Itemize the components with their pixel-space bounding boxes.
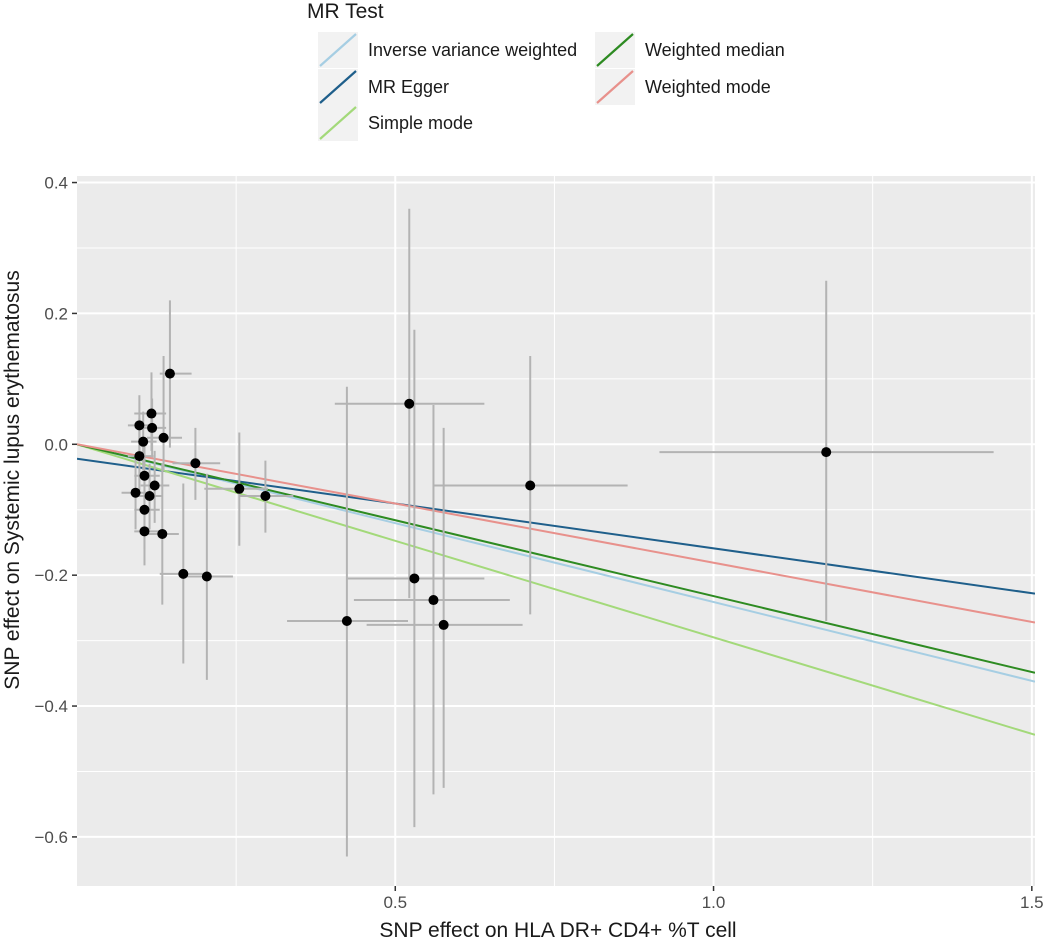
data-point [139,470,150,481]
x-tick-label: 1.0 [702,893,726,912]
data-point [201,571,212,582]
data-point [190,458,201,469]
data-point [147,422,158,433]
data-point [144,490,155,501]
legend-label: MR Egger [368,77,449,97]
legend: MR Test Inverse variance weighted MR Egge… [307,0,785,141]
y-axis-title: SNP effect on Systemic lupus erythematos… [1,270,24,689]
data-point [158,432,169,443]
data-point [341,615,352,626]
data-point [164,368,175,379]
data-point [409,573,420,584]
data-point [139,526,150,537]
data-point [157,528,168,539]
legend-swatch [596,70,634,104]
data-point [234,483,245,494]
y-tick-label: −0.2 [34,566,68,585]
data-point [821,447,832,458]
data-point [428,595,439,606]
data-point [404,398,415,409]
fit-line-inverse-variance-weighted [77,443,1035,683]
data-point [438,619,449,630]
legend-title: MR Test [307,0,384,23]
data-point [525,480,536,491]
y-tick-label: 0.2 [44,304,68,323]
fit-line-mr-egger [77,457,1035,595]
x-tick-label: 0.5 [383,893,407,912]
fit-line-weighted-mode [77,443,1035,624]
y-tick-label: −0.6 [34,828,68,847]
fit-line-weighted-median [77,443,1035,674]
plot-panel [77,176,1035,886]
data-point [134,451,145,462]
x-axis-title: SNP effect on HLA DR+ CD4+ %T cell [379,919,736,941]
data-point [178,568,189,579]
data-point [260,490,271,501]
y-tick-label: 0.0 [44,435,68,454]
legend-label: Weighted median [645,40,785,60]
data-point [146,408,157,419]
y-tick-label: 0.4 [44,174,68,193]
legend-swatch [319,70,357,104]
legend-swatch [319,106,357,140]
legend-swatch [319,33,357,67]
data-point [149,480,160,491]
x-tick-label: 1.5 [1020,893,1043,912]
data-point [138,436,149,447]
data-point [139,504,150,515]
legend-swatch [596,33,634,67]
legend-label: Simple mode [368,113,473,133]
legend-label: Inverse variance weighted [368,40,577,60]
legend-label: Weighted mode [645,77,771,97]
data-point [134,420,145,431]
data-point [130,487,141,498]
y-tick-label: −0.4 [34,697,68,716]
